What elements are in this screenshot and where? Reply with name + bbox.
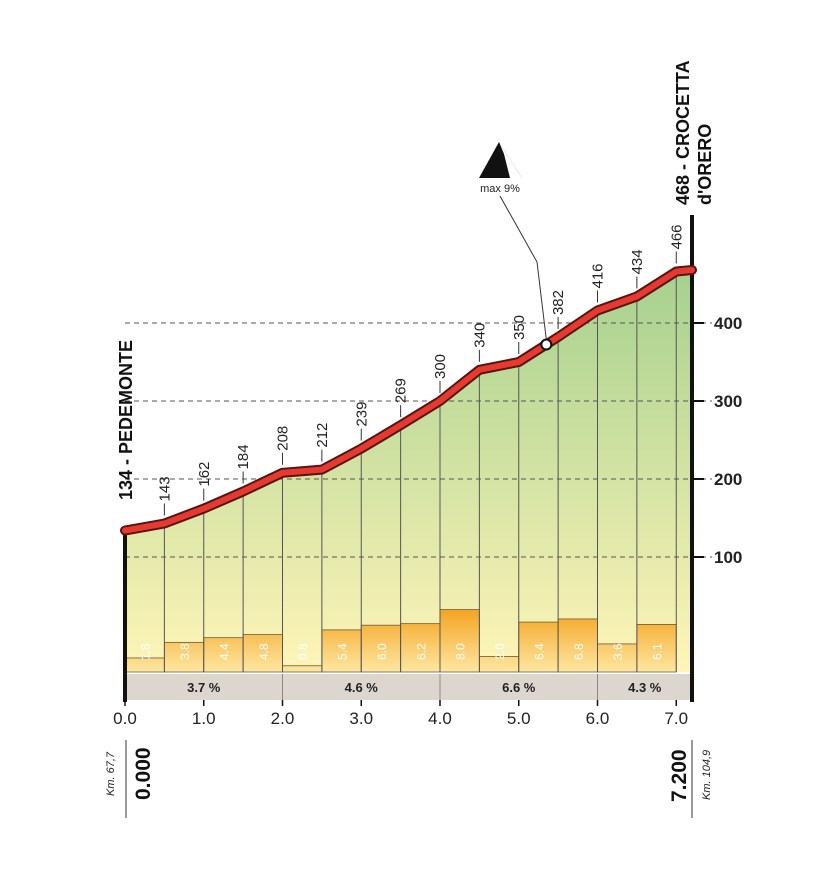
gradient-bar-label: 4.8	[257, 643, 271, 660]
gradient-bar-label: 6.0	[375, 643, 389, 660]
gradient-bar-label: 6.8	[572, 643, 586, 660]
max-gradient-leader-line	[499, 195, 547, 340]
x-tick-label-5.0: 5.0	[507, 709, 531, 728]
x-tick-label-2.0: 2.0	[271, 709, 295, 728]
y-tick-label-400: 400	[714, 314, 742, 333]
elevation-label: 434	[629, 249, 646, 274]
gradient-bar-label: 5.4	[336, 643, 350, 660]
x-axis-ticks: 0.0 1.0 2.0 3.0 4.0 5.0 6.0 7.0	[113, 700, 688, 728]
gradient-bar-label: 6.2	[414, 643, 428, 660]
elevation-label: 208	[275, 426, 292, 451]
gradient-bar	[439, 609, 480, 673]
average-gradient-label: 6.6 %	[502, 680, 536, 695]
gradient-bar-label: 3.6	[611, 643, 625, 660]
gradient-bar-label: 3.8	[178, 643, 192, 660]
start-label: 134 - PEDEMONTE	[116, 340, 136, 500]
y-tick-label-200: 200	[714, 470, 742, 489]
gradient-bar-label: 2.0	[493, 643, 507, 660]
gradient-bar-label: 0.8	[296, 643, 310, 660]
y-tick-label-300: 300	[714, 392, 742, 411]
max-gradient-label: max 9%	[480, 183, 520, 195]
gradient-bar-label: 8.0	[454, 643, 468, 660]
gradient-bar	[163, 641, 205, 673]
y-tick-label-100: 100	[714, 548, 742, 567]
gradient-bar-label: 1.8	[139, 643, 153, 660]
y-axis-ticks: 100 200 300 400	[692, 314, 742, 567]
finish-km-partial: 7.200	[668, 749, 691, 802]
gradient-bar	[636, 624, 677, 673]
elevation-label: 466	[668, 224, 685, 249]
gradient-bar	[282, 665, 323, 673]
elevation-label: 239	[353, 402, 370, 427]
x-tick-label-3.0: 3.0	[349, 709, 373, 728]
profile-line	[122, 267, 695, 534]
gradient-bar-label: 4.4	[217, 643, 231, 660]
finish-km-total: Km. 104,9	[701, 750, 713, 800]
max-gradient-point	[540, 338, 553, 351]
gradient-bar-label: 6.4	[532, 643, 546, 660]
x-tick-label-0.0: 0.0	[113, 709, 137, 728]
profile-area-fill	[125, 270, 692, 672]
x-tick-label-6.0: 6.0	[586, 709, 610, 728]
x-tick-label-1.0: 1.0	[192, 709, 216, 728]
x-tick-label-7.0: 7.0	[664, 709, 688, 728]
x-tick-label-4.0: 4.0	[428, 709, 452, 728]
finish-label-line1: 468 - CROCETTA	[673, 60, 693, 205]
average-gradient-label: 3.7 %	[187, 680, 221, 695]
km-dividers	[163, 271, 677, 672]
gradient-bar-label: 6.1	[651, 643, 665, 660]
gradient-bar	[321, 629, 362, 673]
elevation-label: 300	[432, 354, 449, 379]
max-gradient-marker: max 9%	[479, 142, 553, 351]
gradient-bar	[400, 623, 441, 673]
gridlines	[125, 322, 712, 558]
gradient-bar	[518, 621, 559, 673]
average-gradient-band: 3.7 % 4.6 % 6.6 % 4.3 %	[125, 674, 692, 700]
average-gradient-label: 4.3 %	[628, 680, 662, 695]
elevation-labels: 143 162 184 208 212 239 269 300 340 350 382 416 434 4…	[156, 224, 685, 516]
elevation-label: 143	[156, 476, 173, 501]
average-gradient-label: 4.6 %	[345, 680, 379, 695]
start-km-partial: 0.000	[132, 747, 155, 800]
elevation-label: 162	[196, 462, 213, 487]
elevation-label: 382	[550, 290, 567, 315]
elevation-label: 184	[235, 444, 252, 469]
finish-label-line2: d'ORERO	[695, 124, 715, 205]
elevation-label: 416	[590, 263, 607, 288]
mountain-icon-highlight	[499, 142, 522, 178]
elevation-label: 212	[314, 423, 331, 448]
elevation-label: 350	[511, 315, 528, 340]
elevation-label: 340	[471, 323, 488, 348]
start-km-total: Km. 67,7	[105, 751, 117, 796]
gradient-bar	[557, 618, 598, 673]
elevation-label: 269	[393, 378, 410, 403]
